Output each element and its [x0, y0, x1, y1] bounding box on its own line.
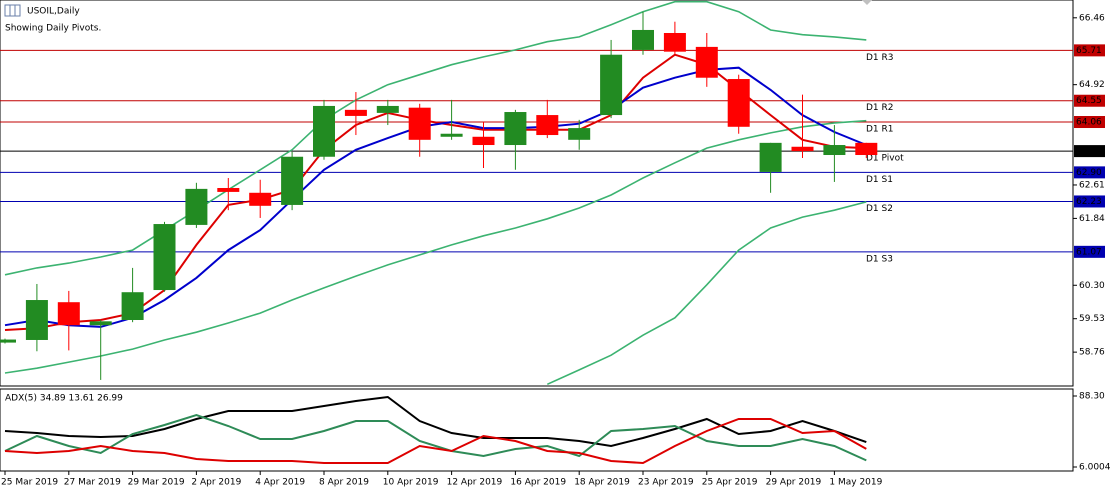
candle-body [0, 339, 16, 343]
indicator-line [4, 53, 867, 331]
candle-body [727, 79, 750, 127]
x-tick-label: 2 Apr 2019 [191, 478, 241, 488]
pivot-label: D1 S2 [866, 204, 893, 214]
candle-body [25, 300, 48, 340]
x-tick-label: 16 Apr 2019 [510, 478, 566, 488]
price-tag-label: 63.39 [1076, 147, 1102, 157]
indicator-line [4, 418, 867, 465]
candle-body [185, 188, 208, 225]
indicator-line [4, 119, 867, 374]
axes: 66.46 64.92 62.61 61.84 60.30 59.53 58.76 65.71… [1, 13, 1111, 487]
pivot-label: D1 S3 [866, 254, 893, 264]
main-plot: D1 R3 D1 R2 D1 R1 D1 Pivot D1 S1 D1 S2 D1 S3 [0, 0, 1073, 386]
price-tag [1074, 145, 1105, 158]
pivot-label: D1 R3 [866, 53, 894, 63]
pivot-label: D1 S1 [866, 175, 893, 185]
chart-subtitle: Showing Daily Pivots. [5, 24, 101, 34]
pivot-label: D1 R2 [866, 103, 894, 113]
price-tag [1074, 44, 1105, 57]
price-tag-label: 61.07 [1076, 247, 1102, 257]
candle-body [472, 136, 495, 146]
price-tag [1074, 166, 1105, 179]
candle-body [344, 109, 367, 116]
adx-panel [0, 388, 1074, 472]
candle-body [632, 29, 654, 50]
y-tick-label: 66.46 [1079, 13, 1105, 23]
x-tick-label: 4 Apr 2019 [255, 478, 305, 488]
y-tick-label: 64.92 [1079, 80, 1105, 90]
candle-body [281, 156, 304, 205]
x-tick-label: 10 Apr 2019 [383, 478, 439, 488]
candle-body [759, 142, 782, 172]
x-tick-label: 25 Apr 2019 [702, 478, 758, 488]
y-tick-label: 61.84 [1079, 214, 1105, 224]
price-tag-label: 62.23 [1076, 197, 1102, 207]
candle-body [121, 292, 144, 321]
indicator-line [4, 395, 867, 448]
x-tick-label: 29 Apr 2019 [766, 478, 822, 488]
price-tag [1074, 195, 1105, 208]
y-tick-label: 88.30 [1079, 391, 1105, 401]
price-tag-label: 62.90 [1076, 168, 1102, 178]
candle-body [89, 321, 112, 326]
candle-body [695, 46, 718, 78]
price-tag-label: 64.55 [1076, 96, 1102, 106]
x-tick-label: 12 Apr 2019 [447, 478, 503, 488]
indicator-line [546, 201, 867, 386]
candle-body [440, 133, 463, 137]
y-tick-label: 6.0004 [1079, 462, 1111, 472]
chart-title: USOIL,Daily [27, 7, 80, 17]
x-tick-label: 23 Apr 2019 [638, 478, 694, 488]
candle-body [600, 54, 623, 116]
x-tick-label: 25 Mar 2019 [1, 478, 58, 488]
candle-body [663, 32, 686, 52]
candle-body [408, 107, 431, 140]
candle-body [536, 115, 559, 136]
adx-plot [4, 395, 867, 465]
indicator-line [4, 413, 867, 462]
symbol-icon [4, 4, 21, 17]
candle-body [153, 224, 176, 291]
candle-body [823, 145, 846, 156]
candle-body [791, 146, 814, 152]
candle-body [568, 128, 591, 140]
price-tag [1074, 94, 1105, 107]
main-panel [0, 0, 1074, 387]
x-tick-label: 18 Apr 2019 [574, 478, 630, 488]
candle-body [313, 105, 335, 157]
candle-body [504, 112, 527, 146]
candle-body [217, 188, 240, 192]
x-tick-label: 8 Apr 2019 [319, 478, 369, 488]
price-tag-label: 64.06 [1076, 118, 1102, 128]
indicator-line [4, 0, 867, 276]
y-tick-label: 59.53 [1079, 314, 1105, 324]
y-tick-label: 60.30 [1079, 281, 1105, 291]
price-tag-label: 65.71 [1076, 46, 1102, 56]
y-tick-label: 58.76 [1079, 348, 1105, 358]
candle-body [249, 192, 272, 206]
x-tick-label: 1 May 2019 [829, 478, 882, 488]
x-tick-label: 29 Mar 2019 [128, 478, 185, 488]
price-tag [1074, 245, 1105, 258]
candle-body [57, 302, 80, 326]
price-tag [1074, 116, 1105, 129]
y-tick-label: 62.61 [1079, 180, 1105, 190]
candle-body [855, 142, 878, 156]
pivot-label: D1 R1 [866, 125, 894, 135]
shift-marker [862, 0, 872, 5]
pivot-label: D1 Pivot [866, 154, 904, 164]
adx-title: ADX(5) 34.89 13.61 26.99 [5, 394, 123, 404]
candle-body [376, 105, 399, 113]
x-tick-label: 27 Mar 2019 [64, 478, 121, 488]
indicator-line [4, 66, 867, 328]
